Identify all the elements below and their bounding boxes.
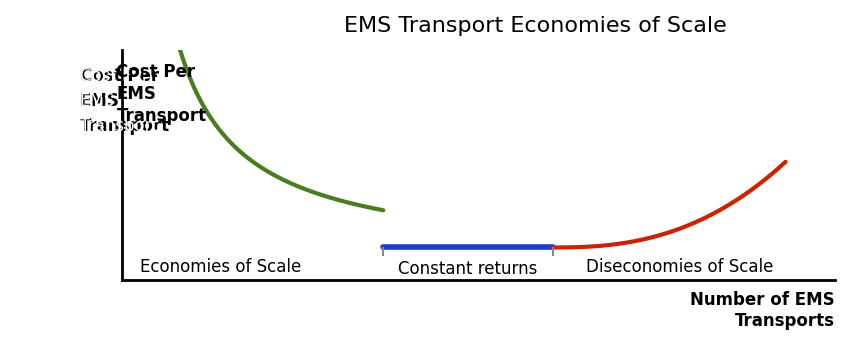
- Text: Constant returns: Constant returns: [399, 261, 538, 278]
- Text: Cost Per: Cost Per: [116, 64, 196, 81]
- X-axis label: Number of EMS
Transports: Number of EMS Transports: [690, 291, 835, 330]
- Text: Transport: Transport: [116, 107, 207, 125]
- Text: Cost Per
EMS
Transport: Cost Per EMS Transport: [80, 67, 170, 135]
- Title: EMS Transport Economies of Scale: EMS Transport Economies of Scale: [344, 16, 727, 36]
- Text: Diseconomies of Scale: Diseconomies of Scale: [586, 258, 774, 276]
- Text: Economies of Scale: Economies of Scale: [140, 258, 302, 276]
- Text: EMS: EMS: [116, 85, 156, 103]
- Text: Cost Per
EMS
Transport: Cost Per EMS Transport: [80, 67, 158, 135]
